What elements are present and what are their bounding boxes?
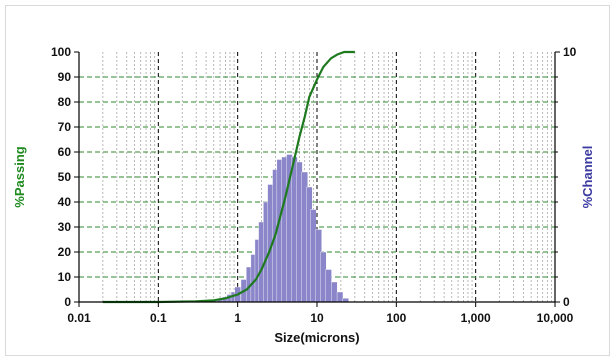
left-tick-label: 30: [58, 220, 72, 234]
left-tick-label: 0: [64, 295, 71, 309]
chart-frame: 0 10 20 30 40 50 60 70 80 90 100 0 10 0.01 0.1 1 10 100 1,…: [5, 5, 610, 356]
left-axis-title: %Passing: [12, 146, 27, 207]
left-tick-label: 90: [58, 70, 72, 84]
x-tick-label: 0.1: [150, 311, 167, 325]
x-axis-title: Size(microns): [274, 330, 359, 345]
particle-size-chart: 0 10 20 30 40 50 60 70 80 90 100 0 10 0.01 0.1 1 10 100 1,…: [12, 45, 595, 345]
axes: [74, 51, 560, 307]
x-tick-label: 1,000: [461, 311, 491, 325]
left-tick-label: 70: [58, 120, 72, 134]
channel-bar: [320, 251, 327, 303]
passing-line: [102, 50, 355, 304]
channel-bar: [310, 209, 317, 303]
channel-bar: [331, 281, 338, 303]
x-tick-label: 100: [386, 311, 406, 325]
left-tick-label: 40: [58, 195, 72, 209]
passing-line-group: [102, 50, 355, 304]
x-tick-label: 10: [310, 311, 324, 325]
right-tick-label: 0: [563, 295, 570, 309]
x-tick-label: 0.01: [67, 311, 91, 325]
channel-bar: [296, 161, 303, 303]
left-tick-label: 60: [58, 145, 72, 159]
tick-labels: 0 10 20 30 40 50 60 70 80 90 100 0 10 0.01 0.1 1 10 100 1,…: [51, 45, 577, 325]
right-axis-title: %Channel: [580, 146, 595, 209]
left-tick-label: 50: [58, 170, 72, 184]
left-tick-label: 10: [58, 270, 72, 284]
channel-bar: [336, 291, 344, 303]
channel-bar: [325, 269, 332, 303]
x-tick-label: 1: [234, 311, 241, 325]
right-tick-label: 10: [563, 45, 577, 59]
x-tick-label: 10,000: [537, 311, 574, 325]
left-tick-label: 100: [51, 45, 71, 59]
left-tick-label: 20: [58, 245, 72, 259]
left-tick-label: 80: [58, 95, 72, 109]
